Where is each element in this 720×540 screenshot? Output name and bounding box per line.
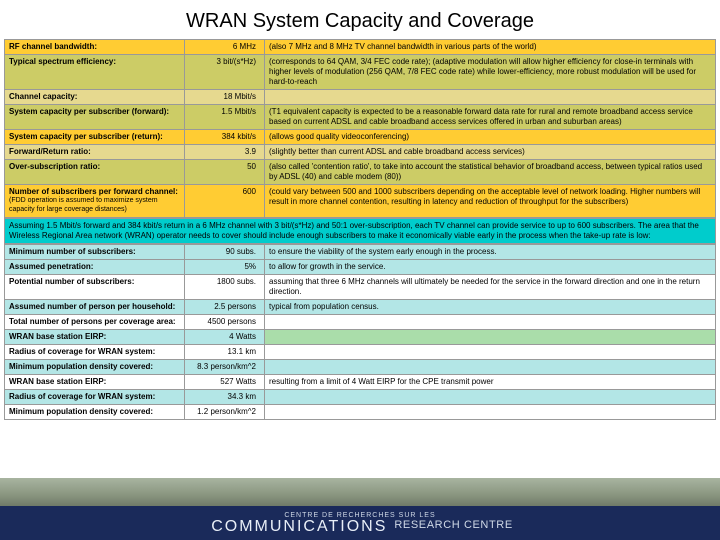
row-value: 18 Mbit/s [185, 90, 265, 105]
row-note: (allows good quality videoconferencing) [265, 130, 716, 145]
row-value: 4500 persons [185, 314, 265, 329]
row-note [265, 329, 716, 344]
row-value: 527 Watts [185, 374, 265, 389]
row-label: Minimum population density covered: [5, 404, 185, 419]
row-label: System capacity per subscriber (forward)… [5, 105, 185, 130]
row-label: Radius of coverage for WRAN system: [5, 389, 185, 404]
row-value: 3 bit/(s*Hz) [185, 55, 265, 90]
row-note: (could vary between 500 and 1000 subscri… [265, 185, 716, 218]
row-label: Minimum number of subscribers: [5, 244, 185, 259]
row-value: 384 kbit/s [185, 130, 265, 145]
row-label: Forward/Return ratio: [5, 145, 185, 160]
summary-row: Assuming 1.5 Mbit/s forward and 384 kbit… [4, 218, 716, 244]
row-label: WRAN base station EIRP: [5, 329, 185, 344]
row-label: WRAN base station EIRP: [5, 374, 185, 389]
row-value: 5% [185, 259, 265, 274]
row-value: 34.3 km [185, 389, 265, 404]
row-label: Channel capacity: [5, 90, 185, 105]
row-note: typical from population census. [265, 299, 716, 314]
row-value: 6 MHz [185, 40, 265, 55]
row-label: RF channel bandwidth: [5, 40, 185, 55]
row-value: 90 subs. [185, 244, 265, 259]
footer-decor [0, 478, 720, 506]
row-note: assuming that three 6 MHz channels will … [265, 274, 716, 299]
row-note: (slightly better than current ADSL and c… [265, 145, 716, 160]
capacity-table-2: Minimum number of subscribers:90 subs.to… [4, 244, 716, 420]
footer-right: RESEARCH CENTRE [394, 520, 512, 535]
row-label: System capacity per subscriber (return): [5, 130, 185, 145]
row-label: Minimum population density covered: [5, 359, 185, 374]
row-note: to ensure the viability of the system ea… [265, 244, 716, 259]
row-note [265, 314, 716, 329]
row-label: Typical spectrum efficiency: [5, 55, 185, 90]
row-label: Total number of persons per coverage are… [5, 314, 185, 329]
row-label: Assumed penetration: [5, 259, 185, 274]
row-value: 50 [185, 160, 265, 185]
row-value: 1.5 Mbit/s [185, 105, 265, 130]
row-label: Over-subscription ratio: [5, 160, 185, 185]
page-title: WRAN System Capacity and Coverage [0, 0, 720, 39]
row-value: 1.2 person/km^2 [185, 404, 265, 419]
row-note: (T1 equivalent capacity is expected to b… [265, 105, 716, 130]
row-label: Radius of coverage for WRAN system: [5, 344, 185, 359]
row-note [265, 359, 716, 374]
row-label: Potential number of subscribers: [5, 274, 185, 299]
footer: CENTRE DE RECHERCHES SUR LES COMMUNICATI… [0, 478, 720, 540]
row-note: (also called 'contention ratio', to take… [265, 160, 716, 185]
row-value: 13.1 km [185, 344, 265, 359]
row-value: 3.9 [185, 145, 265, 160]
summary-text: Assuming 1.5 Mbit/s forward and 384 kbit… [5, 218, 716, 243]
row-value: 2.5 persons [185, 299, 265, 314]
row-note [265, 344, 716, 359]
row-note [265, 404, 716, 419]
row-value: 4 Watts [185, 329, 265, 344]
row-value: 8.3 person/km^2 [185, 359, 265, 374]
row-note: to allow for growth in the service. [265, 259, 716, 274]
footer-brand: COMMUNICATIONS [207, 519, 391, 535]
row-note: (corresponds to 64 QAM, 3/4 FEC code rat… [265, 55, 716, 90]
row-label: Number of subscribers per forward channe… [5, 185, 185, 218]
row-value: 1800 subs. [185, 274, 265, 299]
row-sublabel: (FDD operation is assumed to maximize sy… [9, 197, 180, 215]
footer-band: CENTRE DE RECHERCHES SUR LES COMMUNICATI… [0, 506, 720, 540]
row-value: 600 [185, 185, 265, 218]
capacity-table-1: RF channel bandwidth:6 MHz(also 7 MHz an… [4, 39, 716, 218]
row-label: Assumed number of person per household: [5, 299, 185, 314]
row-note [265, 90, 716, 105]
row-note: (also 7 MHz and 8 MHz TV channel bandwid… [265, 40, 716, 55]
row-note [265, 389, 716, 404]
row-note: resulting from a limit of 4 Watt EIRP fo… [265, 374, 716, 389]
